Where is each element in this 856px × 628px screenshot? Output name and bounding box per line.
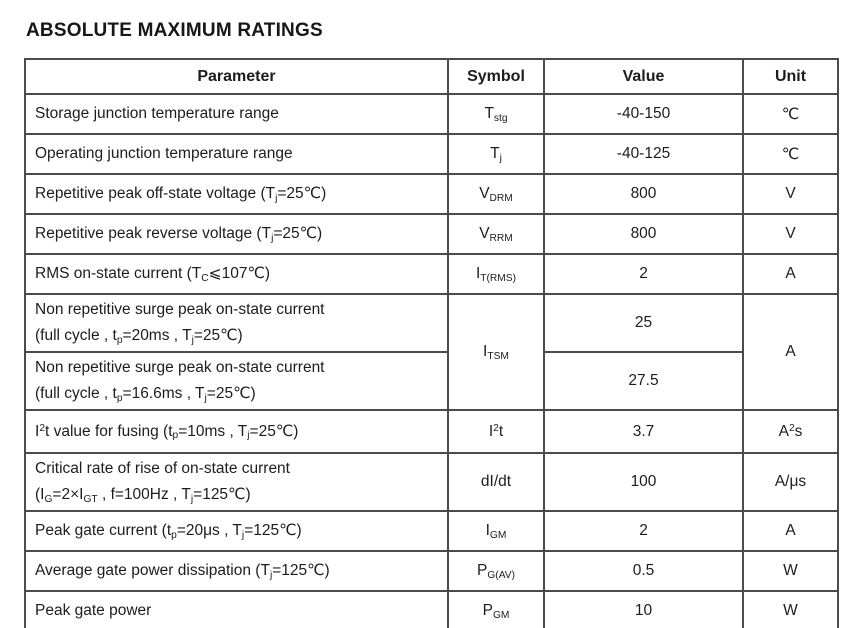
parameter-cell: Peak gate current (tp=20μs , Tj=125℃): [24, 510, 449, 552]
table-row: Average gate power dissipation (Tj=125℃)…: [24, 550, 839, 592]
header-cell-parameter: Parameter: [24, 58, 449, 95]
unit-cell: A: [742, 253, 839, 295]
parameter-cell: Repetitive peak off-state voltage (Tj=25…: [24, 173, 449, 215]
header-cell-value: Value: [543, 58, 744, 95]
parameter-cell: Repetitive peak reverse voltage (Tj=25℃): [24, 213, 449, 255]
parameter-cell: Storage junction temperature range: [24, 93, 449, 135]
value-cell: 800: [543, 213, 744, 255]
symbol-cell: ITSM: [447, 293, 545, 411]
parameter-cell: Non repetitive surge peak on-state curre…: [24, 293, 449, 353]
unit-cell: V: [742, 173, 839, 215]
value-cell: 10: [543, 590, 744, 628]
table-header-row: Parameter Symbol Value Unit: [24, 58, 839, 95]
parameter-cell: RMS on-state current (TC⩽107℃): [24, 253, 449, 295]
unit-cell: W: [742, 590, 839, 628]
table-row: I2t value for fusing (tp=10ms , Tj=25℃) …: [24, 409, 839, 454]
unit-cell: A/μs: [742, 452, 839, 512]
table-row: Repetitive peak off-state voltage (Tj=25…: [24, 173, 839, 215]
value-cell: 800: [543, 173, 744, 215]
absolute-maximum-ratings-table: Parameter Symbol Value Unit Storage junc…: [24, 58, 839, 628]
value-cell: 100: [543, 452, 744, 512]
unit-cell: W: [742, 550, 839, 592]
symbol-cell: Tj: [447, 133, 545, 175]
table-row: Repetitive peak reverse voltage (Tj=25℃)…: [24, 213, 839, 255]
value-cell: 2: [543, 253, 744, 295]
unit-cell: V: [742, 213, 839, 255]
table-row: Peak gate power PGM 10 W: [24, 590, 839, 628]
unit-cell: A: [742, 293, 839, 411]
table-row: Peak gate current (tp=20μs , Tj=125℃) IG…: [24, 510, 839, 552]
value-cell: -40-125: [543, 133, 744, 175]
symbol-cell: dI/dt: [447, 452, 545, 512]
table-row: Non repetitive surge peak on-state curre…: [24, 293, 839, 411]
symbol-cell: I2t: [447, 409, 545, 454]
table-row: Critical rate of rise of on-state curren…: [24, 452, 839, 512]
value-cell: 27.5: [543, 351, 744, 411]
header-cell-symbol: Symbol: [447, 58, 545, 95]
value-cell: 25: [543, 293, 744, 353]
unit-cell: ℃: [742, 133, 839, 175]
symbol-cell: VRRM: [447, 213, 545, 255]
symbol-cell: IT(RMS): [447, 253, 545, 295]
page-title: ABSOLUTE MAXIMUM RATINGS: [26, 20, 323, 41]
parameter-cell: Operating junction temperature range: [24, 133, 449, 175]
symbol-cell: PG(AV): [447, 550, 545, 592]
table-row: RMS on-state current (TC⩽107℃) IT(RMS) 2…: [24, 253, 839, 295]
table-row: Operating junction temperature range Tj …: [24, 133, 839, 175]
parameter-cell: Average gate power dissipation (Tj=125℃): [24, 550, 449, 592]
value-cell: 3.7: [543, 409, 744, 454]
parameter-cell: Critical rate of rise of on-state curren…: [24, 452, 449, 512]
value-cell: 0.5: [543, 550, 744, 592]
symbol-cell: Tstg: [447, 93, 545, 135]
parameter-cell: I2t value for fusing (tp=10ms , Tj=25℃): [24, 409, 449, 454]
unit-cell: ℃: [742, 93, 839, 135]
parameter-cell: Non repetitive surge peak on-state curre…: [24, 351, 449, 411]
value-cell: -40-150: [543, 93, 744, 135]
table-row: Storage junction temperature range Tstg …: [24, 93, 839, 135]
unit-cell: A: [742, 510, 839, 552]
parameter-cell: Peak gate power: [24, 590, 449, 628]
symbol-cell: VDRM: [447, 173, 545, 215]
table-row: Non repetitive surge peak on-state curre…: [24, 351, 838, 411]
symbol-cell: IGM: [447, 510, 545, 552]
header-cell-unit: Unit: [742, 58, 839, 95]
symbol-cell: PGM: [447, 590, 545, 628]
unit-cell: A2s: [742, 409, 839, 454]
value-cell: 2: [543, 510, 744, 552]
